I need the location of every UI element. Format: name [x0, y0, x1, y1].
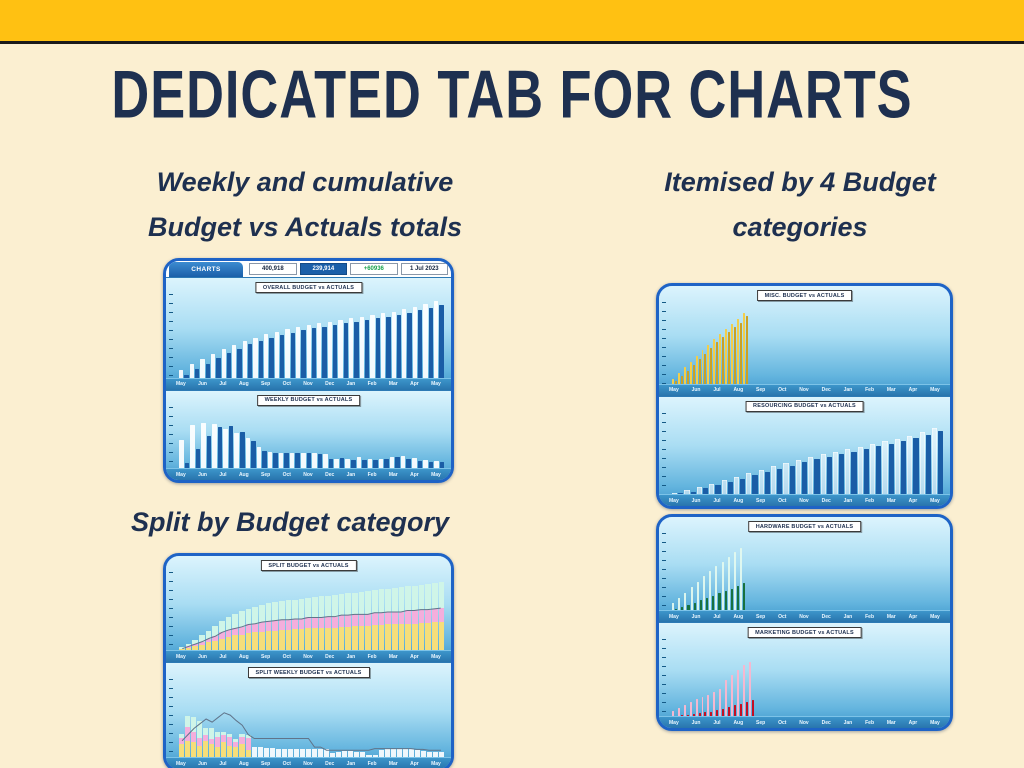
heading-line: categories	[732, 212, 868, 242]
x-axis-months: May Jun Jul Aug Sep Oct Nov Dec Jan Feb Mar Apr May	[166, 377, 451, 390]
chart-hardware-budget-vs-actuals: HARDWARE BUDGET vs ACTUALS May Jun Jul Aug S…	[659, 517, 950, 622]
panel-weekly-cumulative: CHARTS 400,918 239,914 +60936 1 Jul 2023…	[163, 258, 454, 483]
chart-title: HARDWARE BUDGET vs ACTUALS	[747, 521, 862, 532]
workbook-header: CHARTS 400,918 239,914 +60936 1 Jul 2023	[166, 261, 451, 277]
y-axis-ticks	[662, 412, 666, 494]
chart-overall-budget-vs-actuals: OVERALL BUDGET vs ACTUALS May Jun Jul Aug Se…	[166, 277, 451, 390]
x-axis-months: May Jun Jul Aug Sep Oct Nov Dec Jan Feb Mar Apr May	[166, 650, 451, 662]
variance-cell: +60936	[350, 263, 398, 275]
bar-series	[179, 573, 445, 651]
chart-resourcing-budget-vs-actuals: RESOURCING BUDGET vs ACTUALS May Jun Jul Au…	[659, 395, 950, 506]
bar-series	[672, 303, 943, 385]
bar-series	[179, 680, 445, 758]
y-axis-ticks	[662, 302, 666, 384]
heading-line: Itemised by 4 Budget	[664, 167, 936, 197]
x-axis-months: May Jun Jul Aug Sep Oct Nov Dec Jan Feb Mar Apr May	[659, 383, 950, 396]
chart-title: SPLIT BUDGET vs ACTUALS	[260, 560, 357, 571]
bar-series	[179, 295, 444, 379]
chart-title: WEEKLY BUDGET vs ACTUALS	[256, 394, 361, 406]
x-axis-months: May Jun Jul Aug Sep Oct Nov Dec Jan Feb Mar Apr May	[166, 468, 451, 480]
y-axis-ticks	[169, 572, 173, 650]
chart-misc-budget-vs-actuals: MISC. BUDGET vs ACTUALS May Jun Jul Aug Sep O…	[659, 286, 950, 396]
heading-split-category: Split by Budget category	[130, 507, 450, 537]
y-axis-ticks	[169, 406, 173, 468]
y-axis-ticks	[662, 639, 666, 716]
date-cell: 1 Jul 2023	[400, 263, 449, 275]
top-gold-bar	[0, 0, 1024, 44]
panel-itemised-bottom: HARDWARE BUDGET vs ACTUALS May Jun Jul Aug S…	[656, 514, 953, 731]
chart-split-weekly-budget-vs-actuals: SPLIT WEEKLY BUDGET vs ACTUALS May Jun Jul…	[166, 662, 451, 768]
budget-total-cell: 400,918	[249, 263, 297, 275]
panel-split-category: SPLIT BUDGET vs ACTUALS May Jun Jul Aug Sep O…	[163, 553, 454, 768]
chart-title: MISC. BUDGET vs ACTUALS	[756, 290, 853, 301]
bar-series	[179, 408, 445, 469]
x-axis-months: May Jun Jul Aug Sep Oct Nov Dec Jan Feb Mar Apr May	[659, 610, 950, 622]
x-axis-months: May Jun Jul Aug Sep Oct Nov Dec Jan Feb Mar Apr May	[166, 757, 451, 768]
chart-title: SPLIT WEEKLY BUDGET vs ACTUALS	[247, 667, 370, 678]
x-axis-months: May Jun Jul Aug Sep Oct Nov Dec Jan Feb Mar Apr May	[659, 716, 950, 728]
bar-series	[672, 534, 943, 611]
bar-series	[672, 640, 943, 717]
heading-itemised: Itemised by 4 Budget categories	[610, 160, 990, 250]
chart-weekly-budget-vs-actuals: WEEKLY BUDGET vs ACTUALS May Jun Jul Aug Sep…	[166, 389, 451, 480]
chart-title: RESOURCING BUDGET vs ACTUALS	[745, 400, 864, 412]
heading-weekly-cumulative: Weekly and cumulative Budget vs Actuals …	[70, 160, 540, 250]
chart-split-budget-vs-actuals: SPLIT BUDGET vs ACTUALS May Jun Jul Aug Sep O…	[166, 556, 451, 662]
heading-line: Budget vs Actuals totals	[147, 212, 463, 242]
chart-marketing-budget-vs-actuals: MARKETING BUDGET vs ACTUALS May Jun Jul Aug…	[659, 622, 950, 728]
chart-title: MARKETING BUDGET vs ACTUALS	[747, 627, 862, 638]
workbook-header-cells: 400,918 239,914 +60936 1 Jul 2023	[246, 261, 451, 277]
y-axis-ticks	[662, 533, 666, 610]
panel-itemised-top: MISC. BUDGET vs ACTUALS May Jun Jul Aug Sep O…	[656, 283, 953, 509]
page-title: DEDICATED TAB FOR CHARTS	[111, 57, 913, 133]
heading-line: Weekly and cumulative	[156, 167, 454, 197]
charts-tab[interactable]: CHARTS	[169, 262, 244, 277]
chart-title: OVERALL BUDGET vs ACTUALS	[254, 282, 363, 293]
y-axis-ticks	[169, 679, 173, 757]
x-axis-months: May Jun Jul Aug Sep Oct Nov Dec Jan Feb Mar Apr May	[659, 494, 950, 506]
bar-series	[672, 414, 944, 495]
actual-total-cell: 239,914	[299, 263, 348, 275]
y-axis-ticks	[169, 294, 173, 378]
